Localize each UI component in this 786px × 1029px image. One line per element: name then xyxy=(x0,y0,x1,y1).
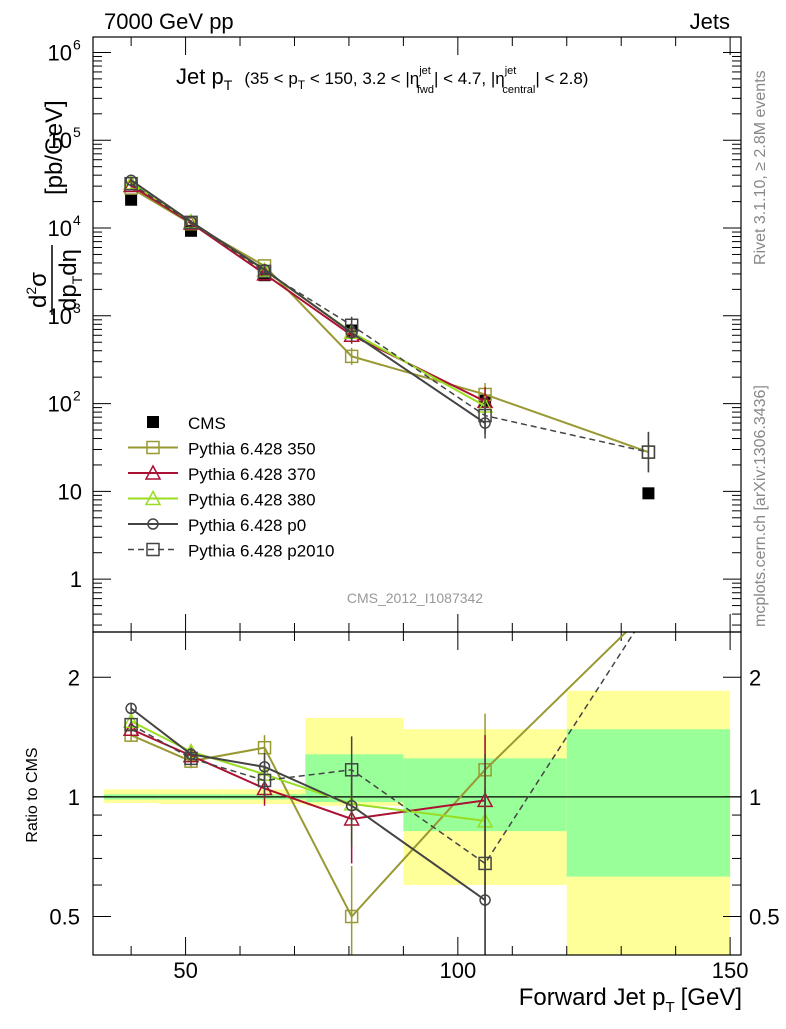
rivet-version-label: Rivet 3.1.10, ≥ 2.8M events xyxy=(752,70,769,265)
marker-pythia-6-428-p0 xyxy=(125,174,137,187)
series-line-pythia-6-428-350 xyxy=(130,187,649,454)
ratio-y-tick-label: 2 xyxy=(68,665,80,690)
main-series xyxy=(122,174,656,500)
mcplots-label: mcplots.cern.ch [arXiv:1306.3436] xyxy=(752,385,769,627)
plot-title: Jet pT (35 < pT < 150, 3.2 < |ηjet fwd| <… xyxy=(176,64,588,96)
y-tick-label: 10 xyxy=(48,128,72,153)
header-type-label: Jets xyxy=(690,9,730,34)
ratio-marker-pythia-6-428-p0 xyxy=(125,702,137,715)
legend-marker-pythia-6-428-p0 xyxy=(147,518,159,530)
legend-label-cms: CMS xyxy=(188,414,226,433)
legend-label-pythia-6-428-p2010: Pythia 6.428 p2010 xyxy=(188,542,335,561)
ratio-frame xyxy=(92,631,742,956)
y-tick-label: 10 xyxy=(58,479,82,504)
legend: CMS Pythia 6.428 350 Pythia 6.428 370 Pythi… xyxy=(128,414,335,561)
ratio-marker-pythia-6-428-370 xyxy=(122,720,140,736)
band-stat-5 xyxy=(566,729,731,877)
ratio-y-tick-label-right: 2 xyxy=(749,665,761,690)
legend-label-pythia-6-428-350: Pythia 6.428 350 xyxy=(188,440,316,459)
legend-label-pythia-6-428-p0: Pythia 6.428 p0 xyxy=(188,516,306,535)
y-tick-label: 1 xyxy=(70,567,82,592)
ratio-marker-pythia-6-428-p2010 xyxy=(257,773,272,788)
series-line-pythia-6-428-p0 xyxy=(130,179,486,424)
y-tick-exponent: 4 xyxy=(73,212,81,228)
y-tick-exponent: 6 xyxy=(73,36,81,52)
svg-text:[pb/GeV]: [pb/GeV] xyxy=(41,100,68,195)
main-y-axis-label: d2σ dpTdη [pb/GeV] xyxy=(23,100,85,315)
x-axis-label: Forward Jet pT [GeV] xyxy=(519,984,742,1016)
legend-marker-pythia-6-428-370 xyxy=(144,464,162,480)
ratio-marker-pythia-6-428-350 xyxy=(344,909,359,924)
ratio-y-tick-label: 0.5 xyxy=(49,904,80,929)
band-stat-3 xyxy=(305,754,404,803)
y-tick-label: 10 xyxy=(48,304,72,329)
ratio-axes: 0.5 0.5 1 1 2 2 50 100 150 xyxy=(49,632,780,983)
ratio-marker-pythia-6-428-p2010 xyxy=(478,856,492,871)
x-tick-label: 100 xyxy=(439,958,476,983)
legend-label-pythia-6-428-370: Pythia 6.428 370 xyxy=(188,465,316,484)
ratio-marker-pythia-6-428-p2010 xyxy=(344,763,359,777)
ratio-series xyxy=(122,632,636,955)
ratio-y-tick-label-right: 1 xyxy=(749,785,761,810)
legend-marker-pythia-6-428-350 xyxy=(146,440,160,455)
y-tick-exponent: 2 xyxy=(73,388,81,404)
svg-text:Forward Jet pT[GeV]: Forward Jet pT [GeV] xyxy=(519,984,742,1016)
svg-text:d2σ: d2σ xyxy=(23,272,52,308)
ratio-marker-pythia-6-428-p2010 xyxy=(124,717,138,732)
y-tick-exponent: 5 xyxy=(73,124,81,140)
legend-marker-pythia-6-428-p2010 xyxy=(146,542,160,557)
y-tick-exponent: 3 xyxy=(73,300,81,316)
y-tick-label: 10 xyxy=(48,392,72,417)
marker-pythia-6-428-p2010 xyxy=(344,318,359,333)
y-tick-label: 10 xyxy=(48,40,72,65)
ratio-marker-pythia-6-428-p2010 xyxy=(184,751,198,766)
legend-marker-cms xyxy=(147,416,159,428)
legend-marker-pythia-6-428-380 xyxy=(144,489,162,506)
marker-pythia-6-428-p2010 xyxy=(478,408,492,423)
ratio-y-tick-label-right: 0.5 xyxy=(749,904,780,929)
marker-pythia-6-428-p2010 xyxy=(184,215,198,230)
x-tick-label: 50 xyxy=(173,958,197,983)
ratio-y-tick-label: 1 xyxy=(68,785,80,810)
ratio-y-axis-label: Ratio to CMS xyxy=(24,747,41,842)
legend-label-pythia-6-428-380: Pythia 6.428 380 xyxy=(188,491,316,510)
series-line-pythia-6-428-p2010 xyxy=(130,183,649,453)
svg-text:Jet pT (35 < pT < 150, 3: Jet pT (35 < pT < 150, 3.2 < |ηjet fwd| <… xyxy=(176,64,588,96)
svg-text:dpTdη: dpTdη xyxy=(55,249,85,311)
marker-cms xyxy=(125,193,138,206)
marker-pythia-6-428-p2010 xyxy=(124,176,138,191)
marker-cms xyxy=(642,487,655,500)
header-energy-label: 7000 GeV pp xyxy=(104,9,234,34)
analysis-id-label: CMS_2012_I1087342 xyxy=(347,590,483,606)
marker-pythia-6-428-p2010 xyxy=(641,445,656,459)
x-tick-label: 150 xyxy=(712,958,749,983)
marker-pythia-6-428-350 xyxy=(344,349,359,364)
y-tick-label: 10 xyxy=(48,216,72,241)
marker-pythia-6-428-p2010 xyxy=(257,264,272,279)
ratio-line-pythia-6-428-350 xyxy=(130,632,628,919)
ratio-uncertainty-bands xyxy=(103,690,731,955)
